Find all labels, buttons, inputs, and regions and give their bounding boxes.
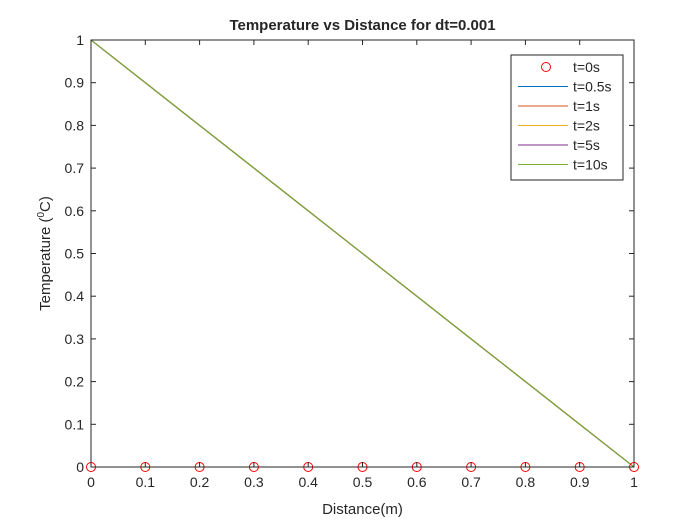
y-axis-label-main: Temperature ( [37,218,54,311]
x-tick-label: 1 [630,474,638,490]
y-tick-label: 0.7 [65,160,85,176]
y-axis-label-superscript: 0 [36,212,47,218]
legend: t=0s t=0.5s t=1s t=2s t=5s t=10s [510,54,624,181]
y-tick-label: 0.1 [65,416,85,432]
legend-marker [541,62,551,72]
y-axis-label-unit: C) [37,196,54,212]
legend-label: t=5s [573,137,600,153]
y-tick-label: 0.9 [65,75,85,91]
y-tick-label: 0.5 [65,246,85,262]
x-tick-label: 0.9 [570,474,590,490]
ticks-layer: 0 0.1 0.2 0.3 0.4 0.5 0.6 0.7 0.8 0.9 1 0 0.1 0.2 0.3 0… [65,32,639,490]
legend-label: t=2s [573,118,600,134]
x-tick-label: 0 [87,474,95,490]
chart-title: Temperature vs Distance for dt=0.001 [229,17,495,34]
legend-box [510,54,624,181]
y-tick-label: 1 [76,32,84,48]
legend-label: t=10s [573,157,608,173]
x-tick-label: 0.2 [190,474,210,490]
y-tick-label: 0 [76,459,84,475]
x-tick-label: 0.5 [353,474,373,490]
x-tick-label: 0.4 [298,474,318,490]
legend-label: t=0.5s [573,79,612,95]
y-tick-label: 0.8 [65,117,85,133]
series-line [90,39,635,468]
y-axis-label: Temperature (0C) [36,196,54,311]
x-tick-label: 0.7 [461,474,481,490]
y-tick-label: 0.6 [65,203,85,219]
y-tick-label: 0.3 [65,331,85,347]
x-tick-label: 0.3 [244,474,264,490]
x-tick-label: 0.1 [136,474,156,490]
x-axis-label: Distance(m) [322,501,403,518]
x-tick-label: 0.8 [516,474,536,490]
y-tick-label: 0.4 [65,288,85,304]
legend-label: t=0s [573,59,600,75]
legend-label: t=1s [573,98,600,114]
x-tick-label: 0.6 [407,474,427,490]
y-tick-label: 0.2 [65,374,85,390]
